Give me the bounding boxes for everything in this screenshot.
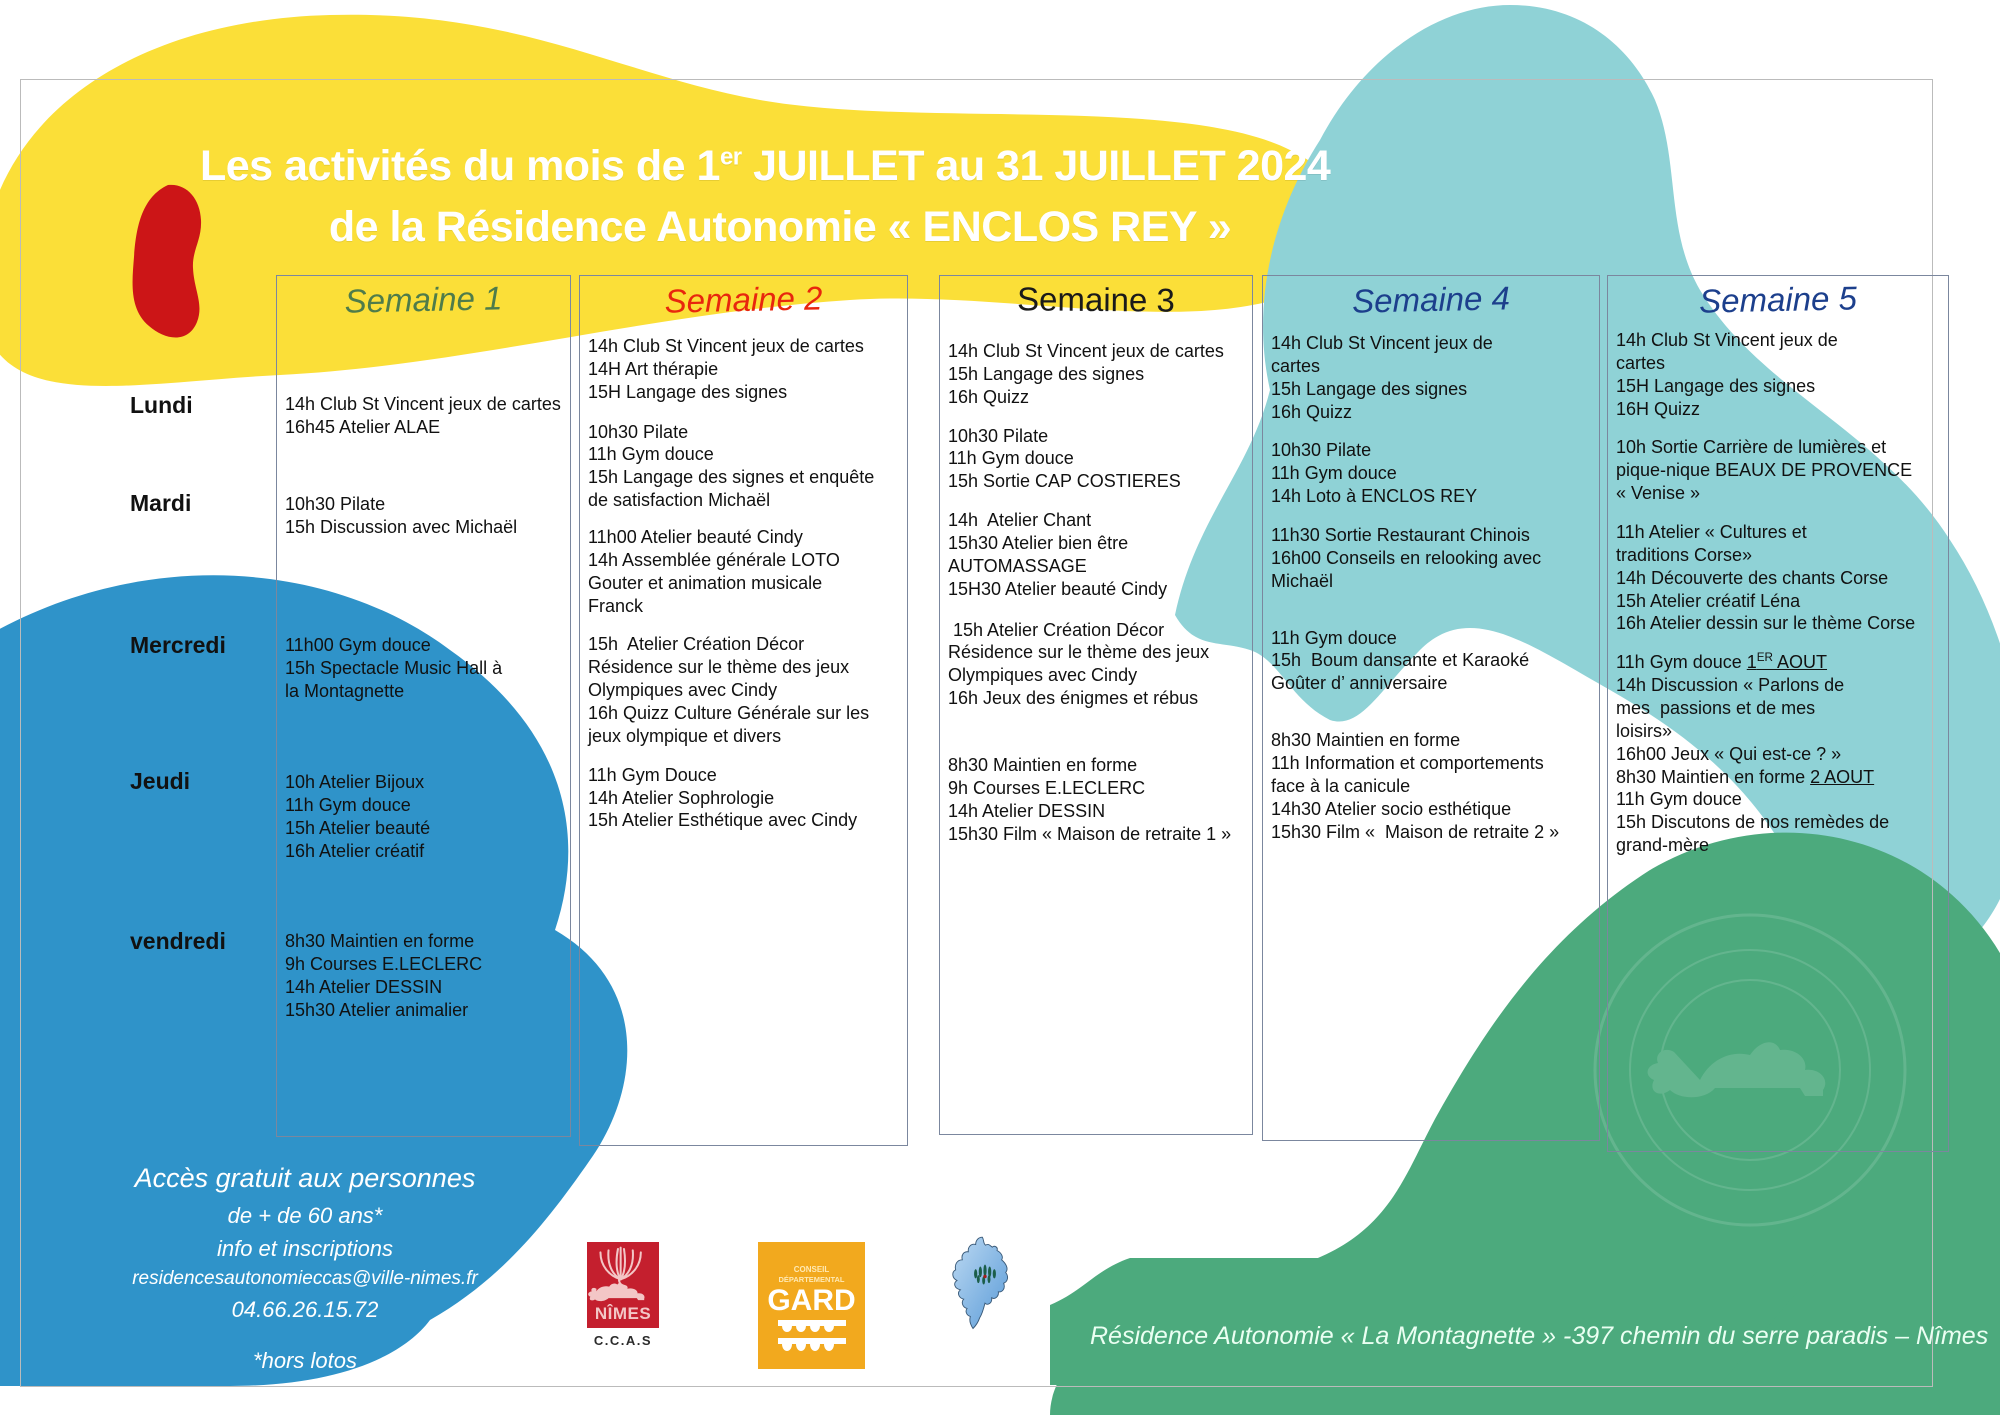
svg-text:GARD: GARD (767, 1284, 855, 1317)
svg-text:DÉPARTEMENTAL: DÉPARTEMENTAL (779, 1275, 845, 1284)
svg-text:CONSEIL: CONSEIL (794, 1265, 830, 1274)
